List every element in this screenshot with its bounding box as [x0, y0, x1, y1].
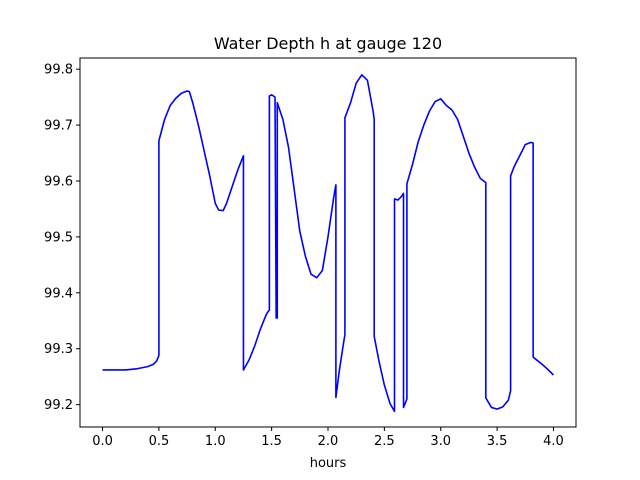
y-axis: 99.2 99.3 99.4 99.5 99.6 99.7 99.8	[44, 63, 80, 413]
x-tick-label: 1.5	[261, 434, 282, 449]
y-tick-label: 99.2	[44, 398, 73, 413]
x-tick-label: 2.5	[374, 434, 395, 449]
x-tick-label: 0.0	[92, 434, 113, 449]
x-axis-label: hours	[310, 456, 347, 471]
y-tick-label: 99.5	[44, 230, 73, 245]
y-tick-label: 99.7	[44, 119, 73, 134]
y-tick-label: 99.3	[44, 342, 73, 357]
y-tick-label: 99.6	[44, 175, 73, 190]
x-tick-label: 3.0	[430, 434, 451, 449]
chart-title: Water Depth h at gauge 120	[214, 34, 442, 53]
x-axis: 0.0 0.5 1.0 1.5 2.0 2.5 3.0 3.5 4.0	[92, 427, 564, 449]
x-tick-label: 1.0	[205, 434, 226, 449]
series-line-1	[102, 73, 555, 413]
y-tick-label: 99.8	[44, 63, 73, 78]
x-tick-label: 2.0	[318, 434, 339, 449]
y-tick-label: 99.4	[44, 286, 73, 301]
x-tick-label: 0.5	[149, 434, 170, 449]
x-tick-label: 3.5	[487, 434, 508, 449]
x-tick-label: 4.0	[543, 434, 564, 449]
